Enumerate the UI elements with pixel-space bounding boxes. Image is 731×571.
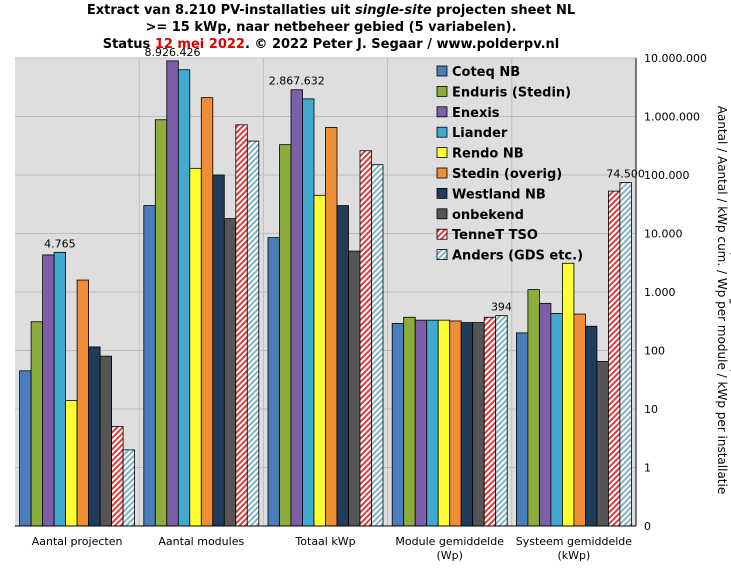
bar-rendo-nb — [562, 262, 575, 527]
x-category-label: Systeem gemiddelde (kWp) — [516, 535, 633, 562]
y-tick-label: 1.000.000 — [644, 111, 700, 124]
legend-label: Enexis — [452, 106, 500, 121]
bar-enduris-stedin — [279, 144, 292, 527]
bar-rendo-nb — [437, 319, 451, 527]
bar-tennet-tso — [608, 190, 621, 527]
legend-label: Coteq NB — [452, 65, 520, 80]
bar-coteq-nb — [516, 332, 529, 527]
bar-enduris-stedin — [30, 321, 44, 527]
bar-rendo-nb — [189, 167, 202, 527]
bar-anders-gds-etc — [122, 449, 135, 527]
bar-westland-nb — [336, 205, 349, 527]
bar-enexis — [539, 302, 552, 527]
bar-coteq-nb — [19, 370, 32, 527]
bar-liander — [426, 319, 439, 527]
y-tick-label: 0 — [644, 520, 651, 533]
bar-rendo-nb — [65, 400, 78, 527]
chart-title: Extract van 8.210 PV-installaties uit si… — [0, 2, 662, 53]
title-line1-part3: projecten sheet NL — [431, 3, 576, 18]
title-date: 12 mei 2022 — [154, 37, 245, 52]
y-tick-label: 1.000 — [644, 286, 676, 299]
x-category-label: Totaal kWp — [294, 535, 355, 548]
x-category-label: Module gemiddelde (Wp) — [395, 535, 504, 562]
bar-liander — [302, 98, 315, 527]
max-value-label: 4.765 — [44, 237, 76, 250]
bar-enexis — [414, 319, 428, 527]
bar-tennet-tso — [483, 316, 497, 527]
y-tick-label: 100.000 — [644, 169, 690, 182]
y-tick-label: 10.000 — [644, 228, 683, 241]
max-value-label: 8.926.426 — [145, 46, 201, 59]
legend-swatch — [436, 147, 448, 159]
y-axis-title: Aantal / Aantal / kWp cum. / Wp per modu… — [715, 106, 731, 494]
max-value-label: 74.500 — [606, 167, 645, 180]
bar-stedin-overig — [200, 97, 214, 527]
bar-rendo-nb — [313, 194, 326, 527]
legend-swatch — [436, 65, 448, 77]
legend-label: TenneT TSO — [452, 228, 538, 243]
legend-swatch — [436, 86, 448, 97]
bar-coteq-nb — [391, 323, 405, 527]
legend-label: Stedin (overig) — [452, 167, 562, 182]
y-tick-label: 100 — [644, 345, 665, 358]
bar-onbekend — [472, 322, 485, 527]
max-value-label: 2.867.632 — [269, 75, 325, 88]
bar-enduris-stedin — [403, 316, 416, 527]
y-tick-label: 10.000.000 — [644, 52, 707, 65]
bar-enduris-stedin — [527, 289, 540, 527]
bar-onbekend — [223, 218, 237, 527]
legend-label: Anders (GDS etc.) — [452, 249, 583, 264]
legend-swatch — [436, 228, 448, 240]
bar-anders-gds-etc — [246, 140, 260, 527]
bar-onbekend — [99, 355, 112, 527]
legend-label: Enduris (Stedin) — [452, 85, 571, 100]
bar-tennet-tso — [235, 124, 248, 527]
bar-enexis — [42, 254, 55, 527]
bar-onbekend — [348, 250, 361, 527]
legend-swatch — [436, 187, 448, 199]
bar-enduris-stedin — [154, 119, 168, 527]
bar-coteq-nb — [267, 237, 280, 527]
legend-swatch — [436, 249, 448, 261]
bar-westland-nb — [212, 174, 225, 527]
bar-liander — [177, 69, 191, 527]
title-line3-part3: . © 2022 Peter J. Segaar / www.polderpv.… — [244, 37, 560, 52]
x-category-label: Aantal modules — [158, 535, 244, 548]
bar-stedin-overig — [449, 320, 462, 527]
bar-stedin-overig — [76, 279, 89, 527]
bar-tennet-tso — [359, 150, 372, 527]
bar-enexis — [290, 89, 303, 527]
bar-liander — [550, 313, 563, 527]
x-category-label: Aantal projecten — [32, 535, 123, 548]
title-line3-part1: Status — [102, 37, 155, 52]
bar-westland-nb — [88, 346, 101, 527]
bar-anders-gds-etc — [371, 164, 384, 527]
y-tick-label: 10 — [644, 403, 658, 416]
title-line2: >= 15 kWp, naar netbeheer gebied (5 vari… — [145, 20, 517, 35]
y-tick-label: 1 — [644, 462, 651, 475]
bar-coteq-nb — [143, 205, 156, 527]
bar-stedin-overig — [325, 127, 338, 527]
bar-stedin-overig — [573, 313, 586, 527]
title-line1-italic: single-site — [355, 3, 432, 18]
bar-westland-nb — [460, 322, 474, 527]
legend-swatch — [436, 126, 448, 138]
legend-label: Westland NB — [452, 187, 546, 202]
legend-label: onbekend — [452, 208, 524, 223]
legend-swatch — [436, 208, 448, 220]
max-value-label: 394 — [491, 301, 512, 314]
bar-onbekend — [596, 361, 609, 527]
bar-liander — [53, 251, 66, 527]
legend-swatch — [436, 106, 448, 118]
bar-tennet-tso — [111, 426, 124, 527]
bar-anders-gds-etc — [495, 315, 508, 527]
bar-westland-nb — [585, 325, 598, 527]
legend-label: Rendo NB — [452, 147, 524, 162]
bar-enexis — [166, 60, 179, 527]
legend-label: Liander — [452, 126, 508, 141]
title-line1-part1: Extract van 8.210 PV-installaties uit — [86, 3, 355, 18]
legend-swatch — [436, 167, 448, 179]
bar-anders-gds-etc — [619, 182, 632, 527]
